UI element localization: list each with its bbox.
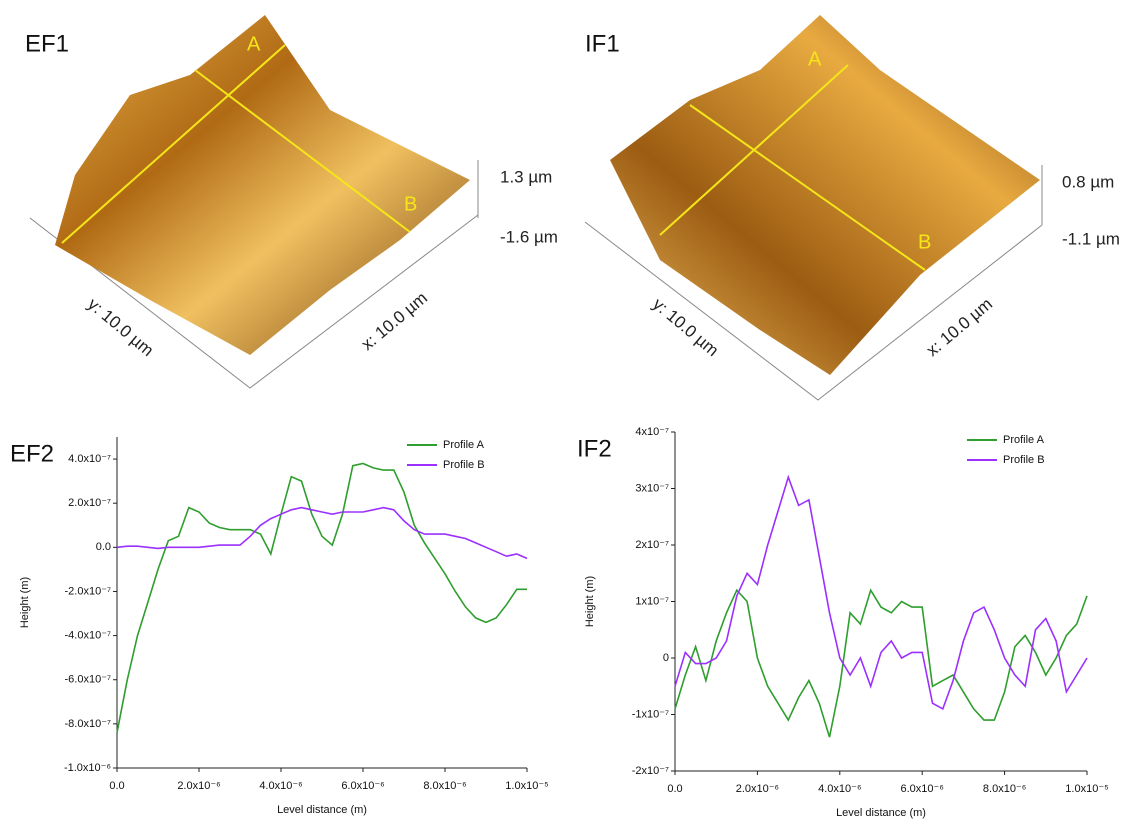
y-tick-label: 4.0x10⁻⁷ — [68, 453, 111, 465]
y-tick-label: -2x10⁻⁷ — [632, 765, 669, 777]
x-tick-label: 4.0x10⁻⁶ — [818, 783, 861, 795]
x-tick-label: 6.0x10⁻⁶ — [901, 783, 944, 795]
box-axis — [29, 214, 479, 389]
afm-panel: IF1 A B 0.8 µm -1.1 µm y: 10.0 µm x: 10.… — [584, 15, 1120, 401]
data-line — [116, 506, 528, 560]
line-label: A — [808, 48, 822, 70]
surface — [55, 15, 470, 355]
legend-label: Profile B — [1003, 454, 1045, 466]
y-axis-label: Height (m) — [19, 577, 31, 628]
x-axis-label: Level distance (m) — [277, 804, 367, 816]
box-axis — [584, 221, 1043, 401]
data-line — [674, 588, 1088, 738]
y-axis-label: Height (m) — [584, 576, 596, 627]
profile-line — [61, 44, 286, 244]
y-tick-label: 2.0x10⁻⁷ — [68, 497, 111, 509]
legend-label: Profile A — [443, 439, 485, 451]
y-tick-label: 4x10⁻⁷ — [635, 426, 669, 438]
x-tick-label: 8.0x10⁻⁶ — [423, 780, 466, 792]
scale-label: 0.8 µm — [1062, 172, 1114, 191]
scale-label: 1.3 µm — [500, 167, 552, 186]
y-tick-label: -1.0x10⁻⁶ — [64, 762, 111, 774]
line-label: B — [404, 193, 417, 215]
y-tick-label: -2.0x10⁻⁷ — [65, 585, 111, 597]
scale-label: -1.1 µm — [1062, 229, 1120, 248]
x-axis-label: Level distance (m) — [836, 807, 926, 819]
y-tick-label: 0.0 — [96, 541, 111, 553]
afm-panel: EF1 A B 1.3 µm -1.6 µm y: 10.0 µm x: 10.… — [25, 15, 558, 389]
x-tick-label: 2.0x10⁻⁶ — [177, 780, 220, 792]
data-line — [116, 462, 527, 733]
y-tick-label: -4.0x10⁻⁷ — [65, 630, 111, 642]
panel-label: IF1 — [585, 30, 620, 57]
y-tick-label: 0 — [663, 652, 669, 664]
y-tick-label: 1x10⁻⁷ — [635, 595, 669, 607]
y-tick-label: -1x10⁻⁷ — [632, 708, 669, 720]
axis-label: x: 10.0 µm — [923, 294, 996, 360]
chart-title: IF2 — [577, 435, 612, 462]
x-tick-label: 1.0x10⁻⁵ — [505, 780, 548, 792]
x-tick-label: 0.0 — [109, 780, 124, 792]
x-tick-label: 6.0x10⁻⁶ — [341, 780, 384, 792]
legend-label: Profile B — [443, 459, 485, 471]
axis-label: y: 10.0 µm — [649, 294, 722, 360]
profile-line — [194, 69, 411, 233]
line-label: B — [918, 231, 931, 253]
x-tick-label: 1.0x10⁻⁵ — [1065, 783, 1108, 795]
legend-label: Profile A — [1003, 434, 1045, 446]
y-tick-label: 3x10⁻⁷ — [635, 482, 669, 494]
axis-label: y: 10.0 µm — [84, 294, 157, 360]
data-line — [674, 474, 1088, 711]
x-tick-label: 8.0x10⁻⁶ — [983, 783, 1026, 795]
scale-label: -1.6 µm — [500, 227, 558, 246]
x-tick-label: 4.0x10⁻⁶ — [259, 780, 302, 792]
line-label: A — [247, 33, 261, 55]
y-tick-label: 2x10⁻⁷ — [635, 539, 669, 551]
surface — [610, 15, 1040, 375]
panel-label: EF1 — [25, 30, 69, 57]
x-tick-label: 2.0x10⁻⁶ — [736, 783, 779, 795]
y-tick-label: -8.0x10⁻⁷ — [65, 718, 111, 730]
profile-line — [689, 104, 926, 271]
y-tick-label: -6.0x10⁻⁷ — [65, 674, 111, 686]
x-tick-label: 0.0 — [667, 783, 682, 795]
chart-title: EF2 — [10, 440, 54, 467]
